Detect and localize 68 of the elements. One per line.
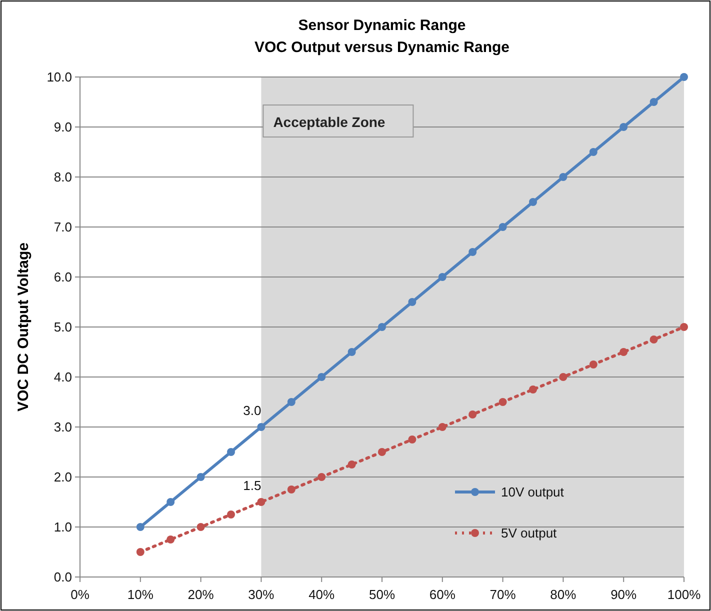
point [620,348,628,356]
point [589,148,598,156]
point [498,223,507,231]
x-tick-label: 0% [70,587,90,602]
point [589,360,598,368]
point [529,198,537,206]
point [468,410,477,418]
point [166,498,175,506]
y-tick-label: 8.0 [54,170,72,185]
x-tick-label: 50% [368,587,396,602]
point [378,323,386,331]
point [136,523,144,531]
point [650,336,658,344]
point [438,273,446,281]
point [408,298,416,306]
point [468,248,477,256]
y-tick-label: 6.0 [54,270,72,285]
point [318,473,326,481]
point [318,373,326,381]
point [498,398,507,406]
x-tick-label: 10% [127,587,154,602]
point [196,473,205,481]
point [650,98,658,106]
point [620,123,628,131]
point [166,536,175,544]
point [438,423,446,431]
point [287,486,296,494]
x-tick-label: 70% [490,587,516,602]
x-tick-label: 100% [667,587,702,602]
chart-title: Sensor Dynamic Range [298,17,466,34]
y-tick-label: 1.0 [54,520,72,535]
point [227,510,235,518]
annotation: 1.5 [243,478,262,493]
band-label: Acceptable Zone [273,114,386,130]
y-tick-label: 9.0 [54,120,72,135]
y-tick-label: 3.0 [54,420,72,435]
point [529,386,537,394]
point [680,73,688,81]
legend-label: 5V output [501,526,558,541]
point [227,448,235,456]
y-tick-label: 10.0 [46,70,72,85]
point [378,448,386,456]
annotation: 3.0 [243,403,262,418]
y-tick-label: 0.0 [54,570,72,585]
x-tick-label: 20% [188,587,214,602]
x-tick-label: 80% [550,587,577,602]
point [559,373,568,381]
legend-label: 10V output [501,484,564,500]
point [348,348,356,356]
point [680,323,688,331]
chart-subtitle: VOC Output versus Dynamic Range [254,39,510,56]
y-tick-label: 7.0 [54,220,72,235]
y-axis-title: VOC DC Output Voltage [15,242,32,412]
point [559,173,568,181]
x-tick-label: 60% [429,587,456,602]
x-tick-label: 40% [308,587,336,602]
point [257,498,266,506]
y-tick-label: 2.0 [54,470,72,485]
y-tick-label: 5.0 [54,320,72,335]
point [196,523,205,531]
point [408,436,416,444]
point [257,423,266,431]
y-tick-label: 4.0 [54,370,72,385]
x-tick-label: 30% [248,587,275,602]
point [348,460,356,468]
x-tick-label: 90% [610,587,638,602]
point [287,398,296,406]
point [136,548,144,556]
